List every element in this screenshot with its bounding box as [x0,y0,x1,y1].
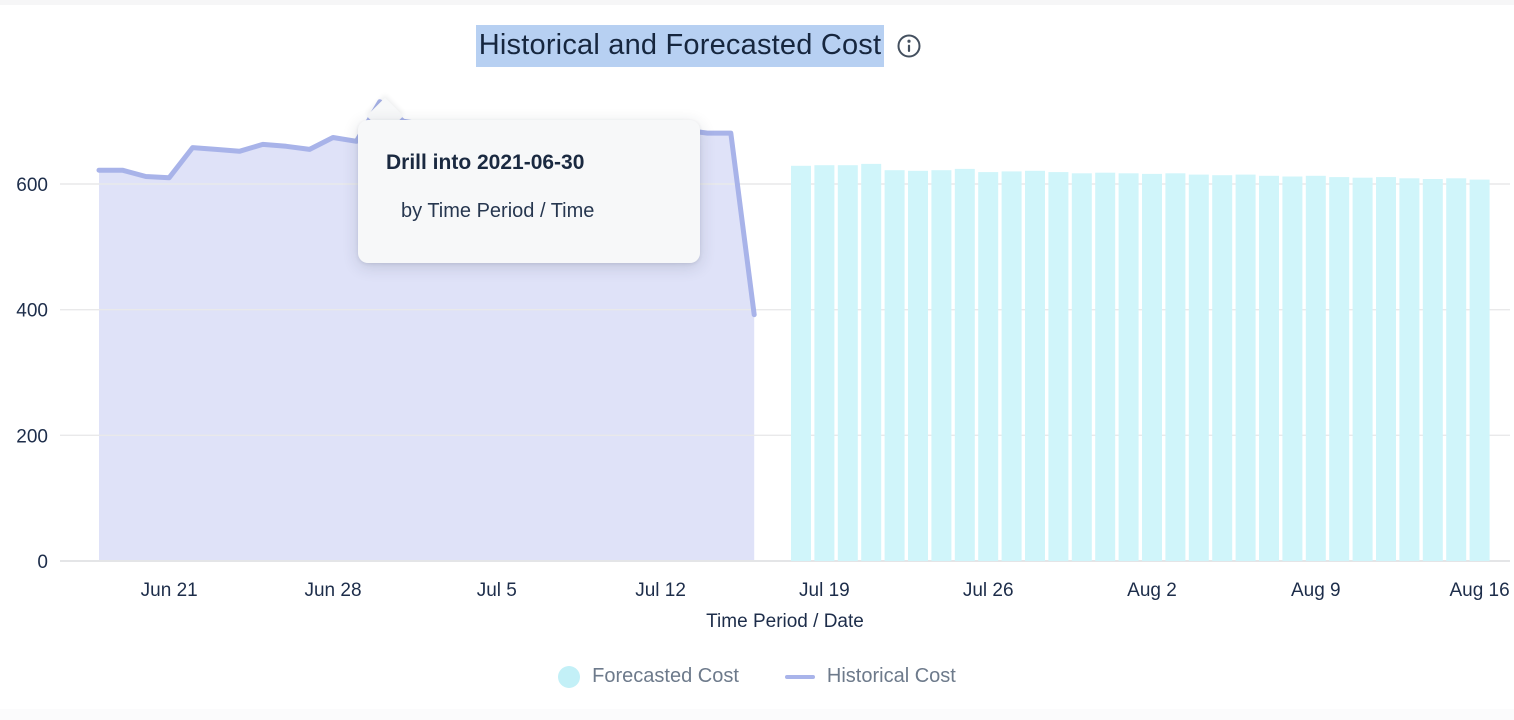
legend: Forecasted Cost Historical Cost [0,665,1514,688]
legend-label-historical: Historical Cost [826,665,956,687]
x-tick-label: Jul 26 [963,580,1014,601]
forecast-bar[interactable] [861,163,882,561]
x-tick-label: Aug 16 [1449,580,1509,601]
tooltip-subtitle[interactable]: by Time Period / Time [401,200,595,222]
forecast-bar[interactable] [1118,173,1139,562]
forecast-bar[interactable] [1095,172,1116,561]
forecast-bar[interactable] [1352,177,1373,561]
x-tick-label: Aug 2 [1127,580,1177,601]
forecast-bar[interactable] [1446,178,1467,562]
forecast-bar[interactable] [1142,173,1162,561]
x-axis-title: Time Period / Date [706,611,864,632]
forecast-bar[interactable] [1001,171,1022,561]
page-title: Historical and Forecasted Cost [475,25,885,67]
x-tick-label: Jun 28 [304,580,361,601]
forecast-bar[interactable] [1071,173,1092,562]
legend-item-forecasted[interactable]: Forecasted Cost [558,665,739,688]
bottom-edge-strip [0,709,1514,720]
forecast-bar[interactable] [837,165,858,561]
forecast-bar[interactable] [1025,170,1045,562]
forecast-bar[interactable] [884,170,905,561]
forecast-bar[interactable] [1399,178,1420,562]
forecast-bar[interactable] [1188,174,1209,561]
chart-header: Historical and Forecasted Cost [0,24,1398,68]
forecast-bar[interactable] [1212,175,1233,561]
forecast-bar[interactable] [978,172,999,561]
forecast-bar[interactable] [1376,177,1396,561]
forecast-bar[interactable] [1305,175,1326,562]
chart-canvas: 0 200 400 600 Jun 21 Jun 28 Jul 5 Jul 12 Jul 19 J… [16,99,1510,601]
tooltip-title[interactable]: Drill into 2021-06-30 [386,151,585,174]
y-tick-label: 200 [16,426,48,447]
x-tick-label: Jul 5 [477,580,517,601]
historical-swatch-icon [784,674,815,679]
forecast-bar[interactable] [1235,174,1256,561]
forecast-bar[interactable] [954,168,975,561]
forecast-bar[interactable] [908,170,928,562]
top-edge-strip [0,0,1514,5]
forecast-bar[interactable] [1469,179,1490,561]
forecast-bar[interactable] [1422,179,1443,561]
y-tick-label: 400 [16,301,48,322]
forecast-bar[interactable] [1329,177,1350,561]
forecast-bar[interactable] [1048,172,1069,561]
forecast-bar[interactable] [1259,175,1279,562]
forecast-bar[interactable] [1165,173,1186,562]
info-icon[interactable] [896,33,922,59]
x-tick-label: Aug 9 [1291,580,1341,601]
forecast-bar[interactable] [931,170,952,561]
forecast-bar[interactable] [814,165,835,561]
y-tick-label: 0 [37,552,48,573]
forecast-bar[interactable] [791,165,811,562]
x-tick-label: Jul 19 [799,580,850,601]
drill-tooltip[interactable]: Drill into 2021-06-30 by Time Period / T… [358,120,700,263]
y-tick-label: 600 [16,175,48,196]
forecasted-swatch-icon [558,665,581,688]
legend-label-forecasted: Forecasted Cost [592,665,739,687]
x-tick-label: Jun 21 [141,580,198,601]
x-tick-label: Jul 12 [635,580,686,601]
forecast-bar[interactable] [1282,176,1303,562]
legend-item-historical[interactable]: Historical Cost [784,665,956,688]
